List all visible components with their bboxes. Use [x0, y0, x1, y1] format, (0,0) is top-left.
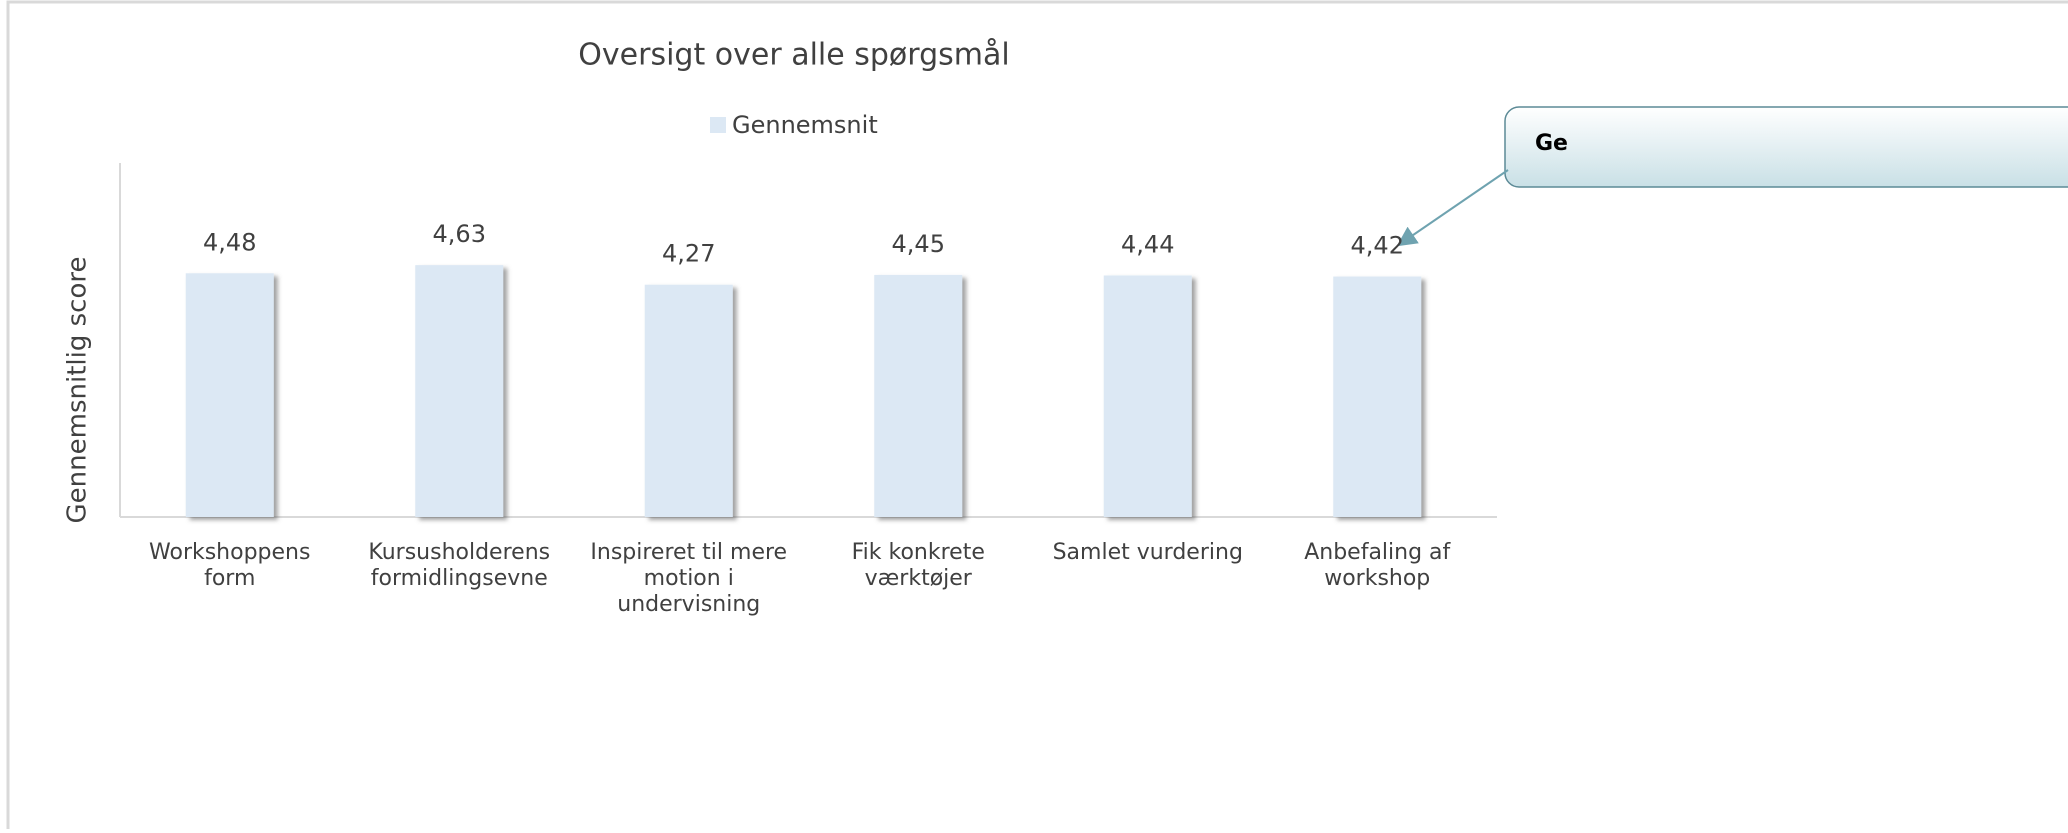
data-label: 4,45: [892, 230, 945, 258]
legend-label: Gennemsnit: [732, 111, 878, 139]
bar: [644, 284, 733, 517]
data-label: 4,42: [1351, 232, 1404, 260]
y-axis-label: Gennemsnitlig score: [63, 257, 93, 524]
callout-box: [1504, 106, 2068, 188]
data-label: 4,48: [203, 228, 256, 256]
data-label: 4,44: [1121, 230, 1174, 258]
x-tick-label: Fik konkrete værktøjer: [852, 540, 985, 591]
data-label: 4,63: [433, 220, 486, 248]
callout-text: Ge: [1535, 131, 1568, 156]
bar: [185, 273, 274, 517]
x-tick-label: Inspireret til mere motion i undervisning: [590, 540, 787, 617]
legend-swatch: [710, 117, 726, 133]
data-label: 4,27: [662, 240, 715, 268]
x-tick-label: Anbefaling af workshop: [1304, 540, 1451, 591]
chart-title: Oversigt over alle spørgsmål: [578, 38, 1009, 73]
chart-frame: [6, 0, 2068, 833]
x-tick-label: Samlet vurdering: [1053, 540, 1243, 565]
bar: [415, 265, 504, 517]
bar: [874, 274, 963, 517]
x-tick-label: Kursusholderens formidlingsevne: [368, 540, 550, 591]
bar: [1103, 275, 1192, 517]
callout-arrow: [1396, 169, 1509, 247]
bar: [1333, 276, 1422, 517]
x-tick-label: Workshoppens form: [149, 540, 310, 591]
